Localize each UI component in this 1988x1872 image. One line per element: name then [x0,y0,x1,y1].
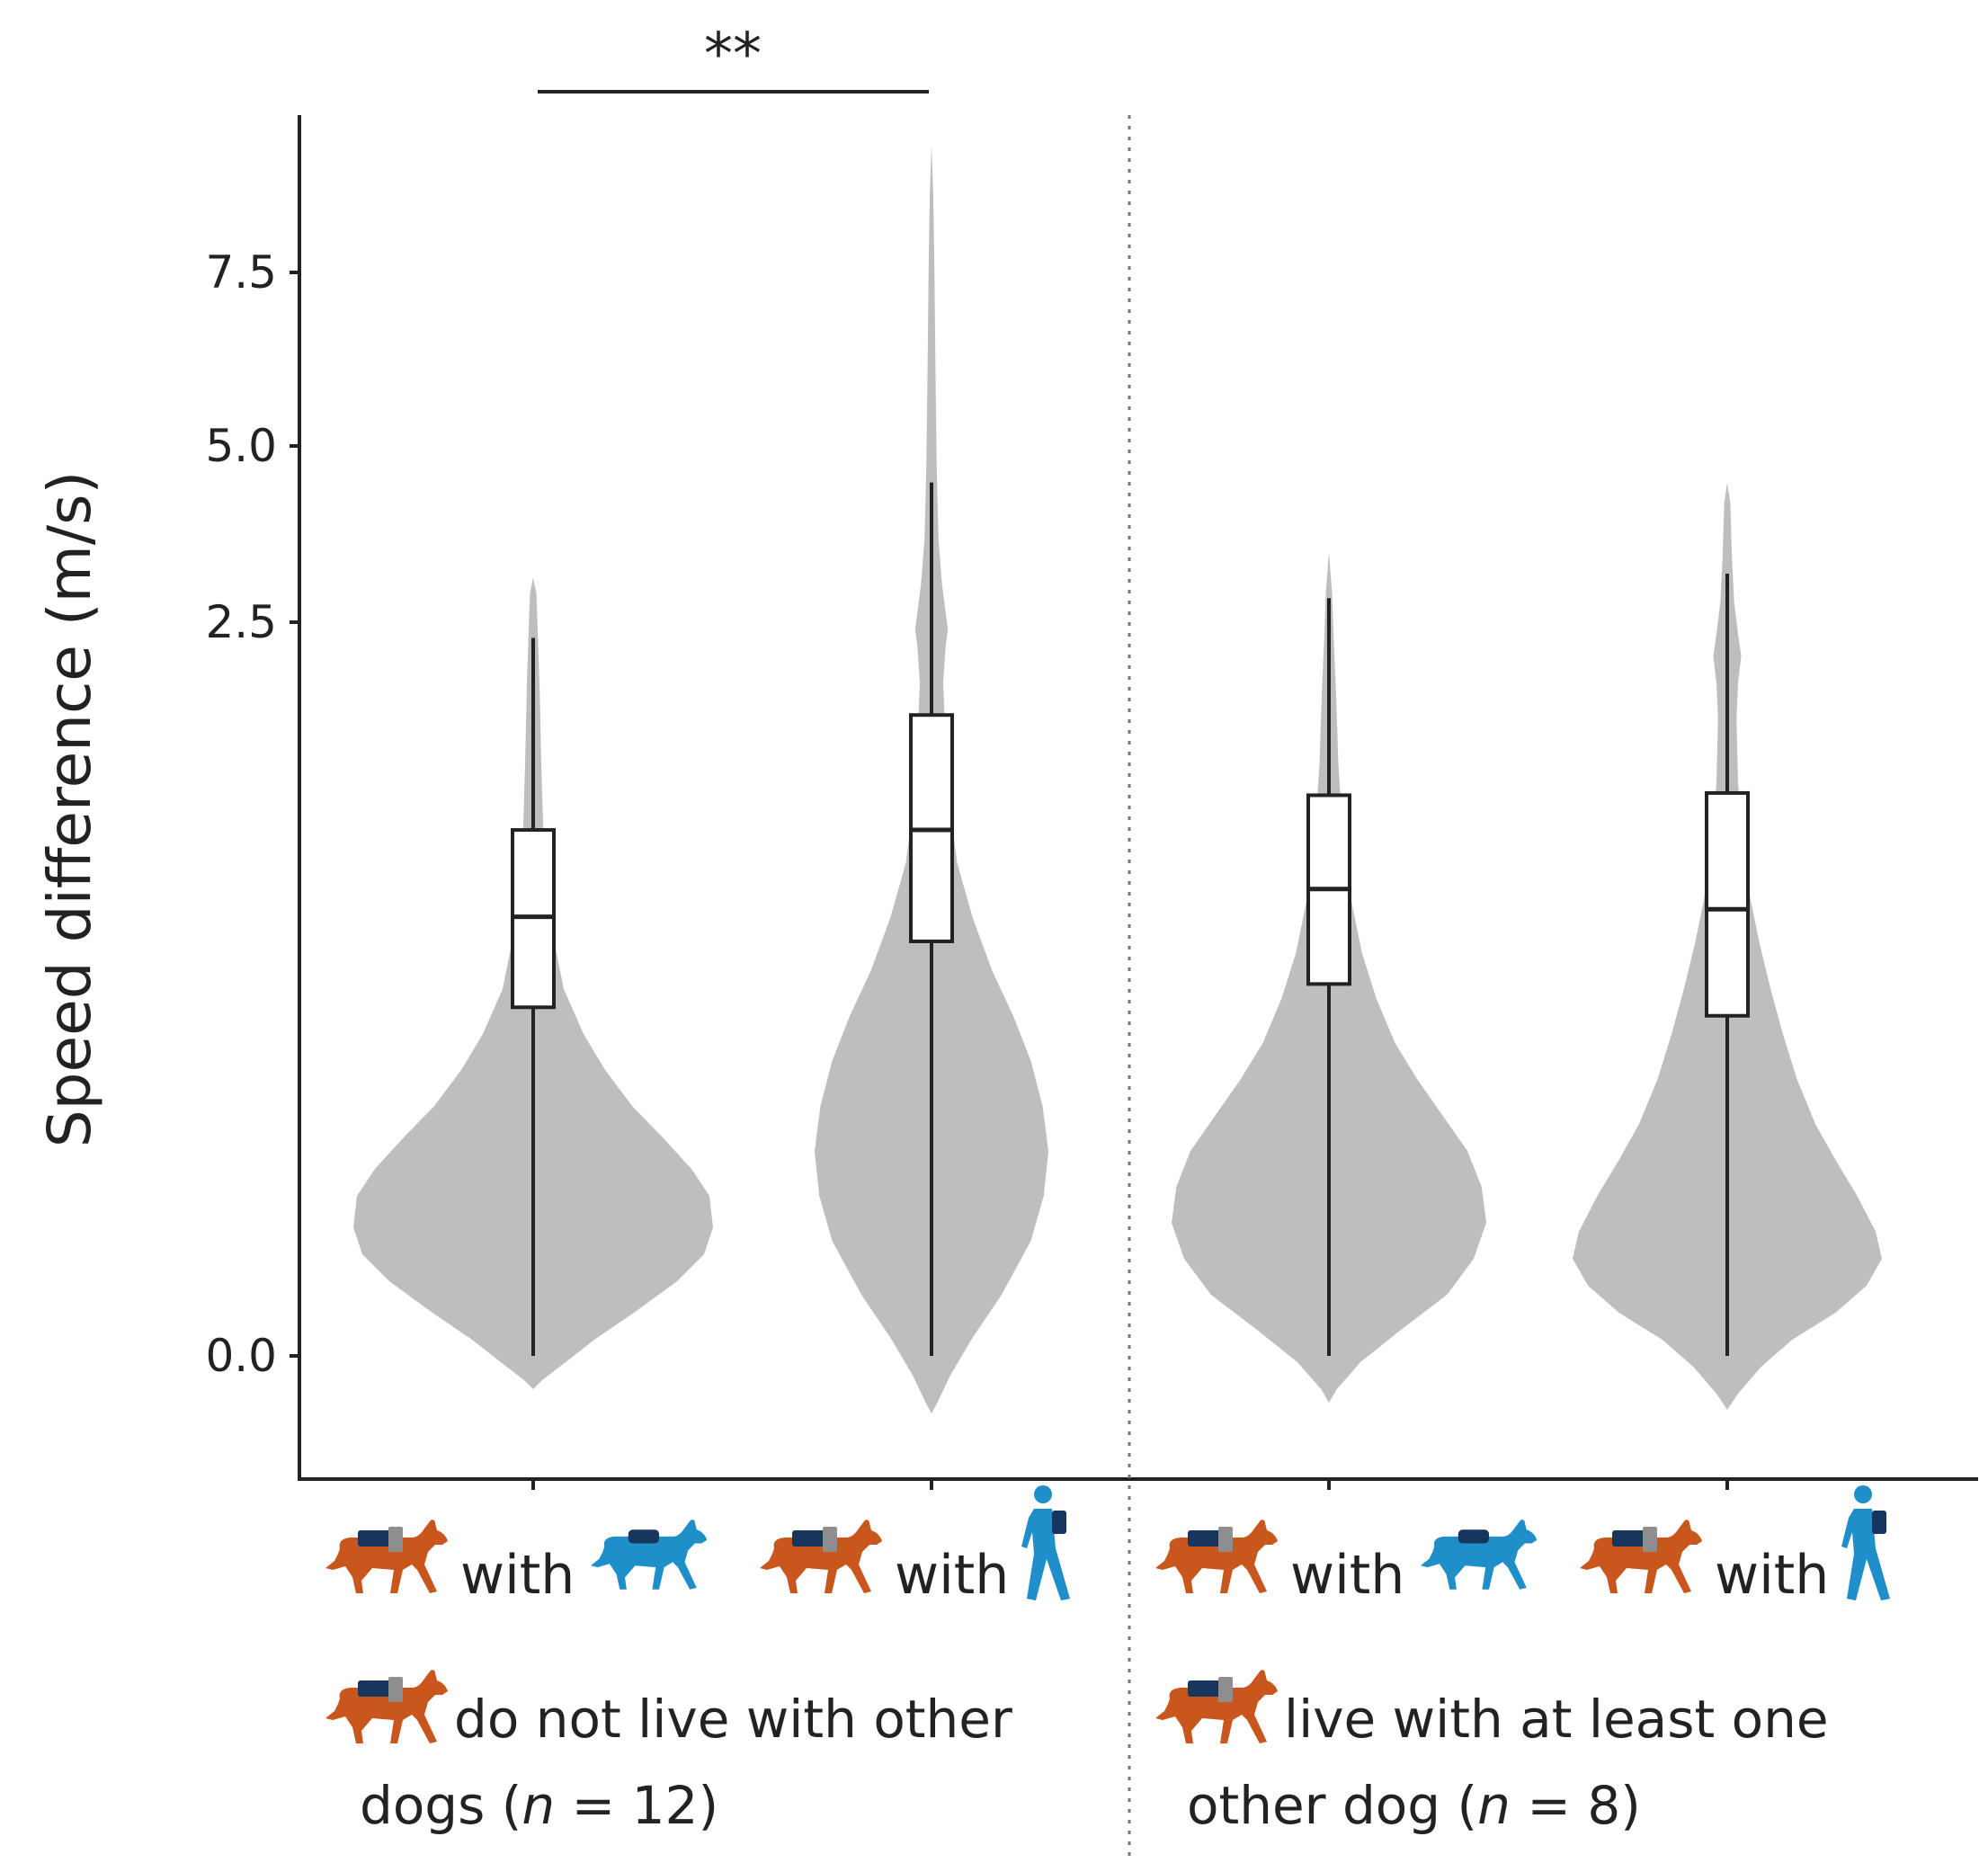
group-label-text: other dog ( [1187,1775,1477,1836]
dog-icon [1421,1520,1538,1590]
x-category-label: with [1290,1544,1404,1607]
boxplot-1 [511,637,556,1356]
y-ticks: 0.0 2.5 5.0 7.5 [205,246,299,1382]
y-tick-label: 2.5 [205,596,277,648]
boxplot-2 [909,482,954,1356]
y-tick-label: 5.0 [205,420,277,472]
person-icon [1021,1485,1070,1600]
y-tick-label: 0.0 [205,1330,277,1382]
dog-with-backpack-icon [325,1520,448,1593]
group-label-line2: dogs (n = 12) [360,1775,718,1836]
significance-label: ** [704,22,762,88]
dog-with-backpack-icon [325,1670,448,1743]
group-label-n: n [522,1775,555,1836]
dog-icon [591,1520,708,1590]
y-axis: 0.0 2.5 5.0 7.5 [205,115,301,1479]
dog-with-backpack-icon [1155,1520,1278,1593]
x-category-4: with [1580,1485,1890,1607]
group-label-1: do not live with other dogs (n = 12) [325,1670,1012,1836]
group-label-line2: other dog (n = 8) [1187,1775,1641,1836]
x-category-label: with [1715,1544,1829,1607]
box-iqr [1705,790,1750,1018]
group-label-count: = 8) [1511,1775,1641,1836]
x-category-2: with [760,1485,1070,1607]
x-ticks [531,1479,1729,1490]
boxplot-4 [1705,574,1750,1356]
violins [353,144,1882,1413]
boxplot-3 [1306,598,1351,1356]
y-axis-title: Speed difference (m/s) [35,471,104,1148]
dog-with-backpack-icon [760,1520,882,1593]
boxplots [511,482,1750,1356]
significance-bracket: ** [538,22,929,94]
person-icon [1841,1485,1890,1600]
x-axis [298,1477,1978,1490]
x-category-3: with [1155,1520,1538,1607]
x-category-labels: with with with with [325,1485,1890,1607]
y-tick-label: 7.5 [205,246,277,299]
dog-with-backpack-icon [1580,1520,1702,1593]
dog-with-backpack-icon [1155,1670,1278,1743]
group-label-text: dogs ( [360,1775,522,1836]
group-label-line1: do not live with other [454,1689,1012,1750]
group-label-2: live with at least one other dog (n = 8) [1155,1670,1829,1836]
group-label-line1: live with at least one [1284,1689,1829,1750]
x-category-label: with [895,1544,1009,1607]
x-category-label: with [460,1544,575,1607]
group-label-n: n [1477,1775,1511,1836]
group-label-count: = 12) [555,1775,718,1836]
x-category-1: with [325,1520,708,1607]
